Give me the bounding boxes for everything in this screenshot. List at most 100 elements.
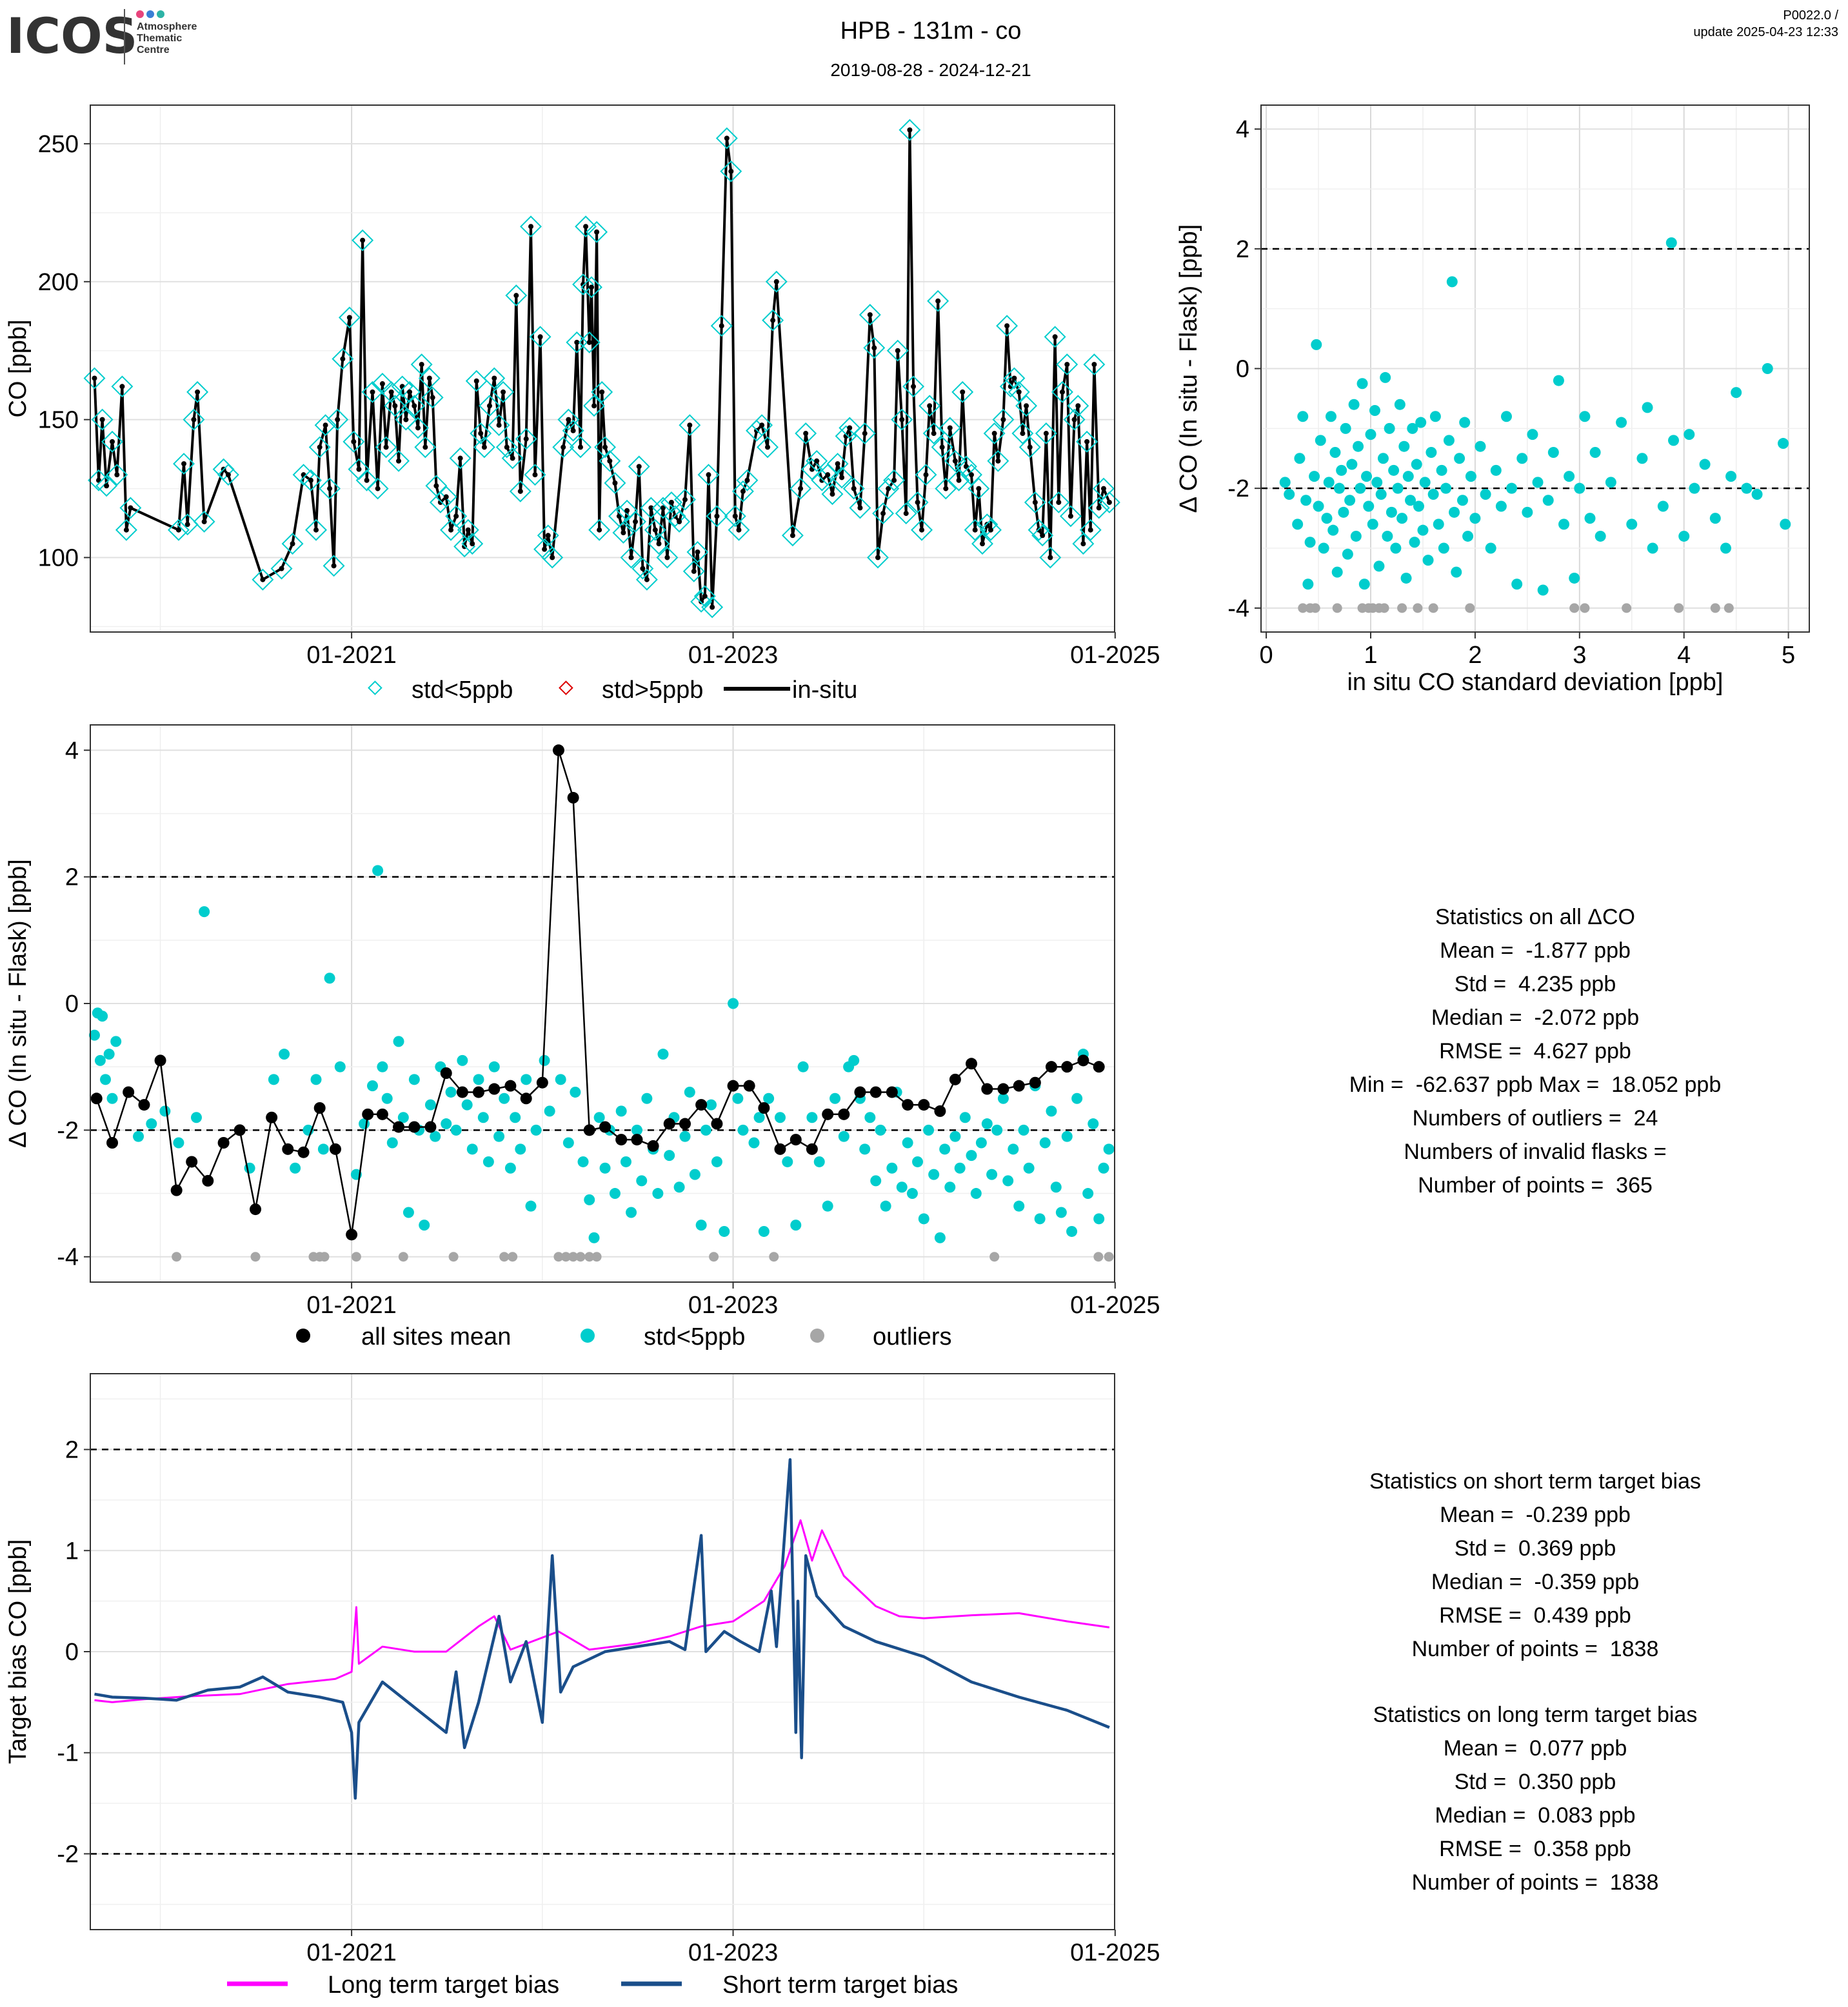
all-sites-mean-point <box>966 1058 978 1070</box>
flask-diamond <box>1088 497 1110 519</box>
all-sites-mean-point <box>1045 1061 1057 1073</box>
flask-diamond <box>217 464 239 486</box>
std-lt5-point <box>386 1137 398 1149</box>
flask-diamond <box>91 408 114 431</box>
all-sites-mean-point <box>615 1134 628 1146</box>
std-lt5-point <box>997 1092 1009 1104</box>
in-situ-point <box>412 403 417 409</box>
legend-mean-marker <box>296 1329 310 1343</box>
flask-diamond <box>578 331 601 353</box>
std-lt5-point <box>912 1156 924 1167</box>
legend-std-lt5-marker <box>581 1329 595 1343</box>
in-situ-point <box>433 483 439 489</box>
legend-long-term-label: Long term target bias <box>328 1972 559 1999</box>
in-situ-point <box>862 431 868 437</box>
in-situ-point <box>935 298 941 304</box>
in-situ-point <box>880 511 886 517</box>
std-lt5-point <box>381 1092 393 1104</box>
scatter-ytick-label: -4 <box>1227 595 1249 622</box>
flask-diamond <box>323 555 345 577</box>
flask-diamond <box>999 375 1022 398</box>
in-situ-point <box>736 527 742 533</box>
std-lt5-point <box>859 1143 871 1155</box>
flask-diamond <box>319 477 341 500</box>
flask-diamond <box>831 466 853 489</box>
std-lt5-point <box>1318 542 1329 554</box>
std-lt5-point <box>1720 542 1731 554</box>
std-lt5-point <box>1008 1143 1019 1155</box>
flask-diamond <box>935 477 957 500</box>
std-lt5-point <box>1537 584 1549 596</box>
in-situ-point <box>624 508 630 513</box>
std-lt5-point <box>1098 1162 1109 1174</box>
in-situ-point <box>1064 362 1070 368</box>
std-lt5-point <box>461 1099 473 1111</box>
std-lt5-point <box>1465 471 1476 482</box>
std-lt5-point <box>657 1049 669 1060</box>
delta-ts-ytick-label: 2 <box>65 864 79 891</box>
delta-stats-title: Statistics on all ΔCO <box>1435 905 1635 929</box>
legend-in-situ-label: in-situ <box>792 677 857 704</box>
in-situ-point <box>191 417 197 422</box>
flask-diamond <box>697 464 720 486</box>
outlier-point <box>1093 1252 1104 1262</box>
delta-stats-invalid: Numbers of invalid flasks = <box>1404 1140 1667 1164</box>
co-timeseries-panel: 100 150 200 250 01-2021 01-2023 01-2025 CO [ppb… <box>5 104 1160 704</box>
in-situ-point <box>895 348 900 353</box>
flask-diamond <box>371 373 393 395</box>
in-situ-point <box>939 444 945 450</box>
std-lt5-point <box>473 1074 484 1085</box>
page-title: HPB - 131m - co <box>840 17 1022 44</box>
all-sites-mean-point <box>774 1143 786 1155</box>
std-lt5-point <box>1589 446 1601 458</box>
std-lt5-point <box>1061 1131 1073 1142</box>
flask-diamond <box>604 472 626 494</box>
std-lt5-point <box>695 1220 707 1231</box>
flask-diamond <box>902 375 925 398</box>
flask-diamond <box>435 486 457 508</box>
std-lt5-point <box>1396 513 1408 524</box>
in-situ-point <box>770 317 776 323</box>
flask-diamond <box>781 524 804 547</box>
in-situ-point <box>969 472 975 478</box>
std-lt5-point <box>1018 1124 1029 1136</box>
in-situ-point <box>340 356 346 362</box>
std-lt5-point <box>1093 1213 1105 1225</box>
std-lt5-point <box>1574 482 1585 494</box>
outlier-point <box>319 1252 330 1262</box>
in-situ-point <box>798 486 804 491</box>
all-sites-mean-point <box>329 1143 341 1155</box>
logo-dot-1 <box>136 10 144 18</box>
co-ts-ylabel: CO [ppb] <box>5 319 32 417</box>
in-situ-point <box>123 527 129 533</box>
in-situ-point <box>1071 417 1077 422</box>
in-situ-point <box>99 417 105 422</box>
outlier-point <box>1104 1252 1114 1262</box>
in-situ-point <box>396 458 402 464</box>
std-lt5-point <box>482 1156 494 1167</box>
in-situ-point <box>980 541 986 547</box>
delta-stats-points: Number of points = 365 <box>1418 1173 1653 1198</box>
flask-diamond <box>706 505 728 528</box>
std-lt5-point <box>1419 477 1431 488</box>
std-lt5-point <box>970 1188 982 1200</box>
in-situ-point <box>732 513 738 519</box>
in-situ-point <box>542 546 548 552</box>
all-sites-mean-point <box>313 1102 326 1114</box>
outlier-point <box>709 1252 719 1262</box>
std-lt5-point <box>1780 519 1791 530</box>
flask-diamond <box>751 414 773 437</box>
flask-diamond <box>867 546 889 569</box>
delta-ts-xtick-label: 01-2021 <box>306 1292 396 1319</box>
flask-diamond <box>1024 491 1046 513</box>
flask-diamond <box>176 513 199 536</box>
in-situ-point <box>1032 499 1038 505</box>
delta-timeseries-panel: -4 -2 0 2 4 01-2021 01-2023 01-2025 Δ CO (In sit… <box>5 724 1160 1350</box>
flask-diamond <box>575 215 597 238</box>
flask-diamond <box>594 436 617 459</box>
all-sites-mean-point <box>599 1121 611 1133</box>
outlier-point <box>1569 603 1580 613</box>
in-situ-point <box>1088 527 1093 533</box>
flask-diamond <box>915 464 937 486</box>
std-lt5-point <box>402 1207 414 1218</box>
